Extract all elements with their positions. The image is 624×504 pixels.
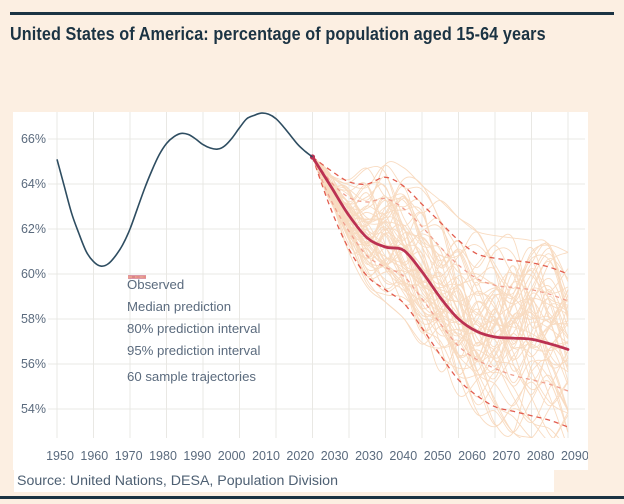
sample-trajectory [312,156,569,380]
y-tick-label: 62% [21,222,46,236]
y-tick-label: 64% [21,177,46,191]
y-tick-label: 58% [21,312,46,326]
legend-label: 95% prediction interval [127,342,261,358]
source-strip: Source: United Nations, DESA, Population… [14,470,554,492]
y-axis-labels: 66% 64% 62% 60% 58% 56% 54% [21,132,46,416]
legend-item-median-prediction: Median prediction [127,275,260,317]
x-tick-label: 2000 [218,449,246,463]
sample-trajectories [312,156,569,438]
population-projection-chart: 66% 64% 62% 60% 58% 56% 54% 1950 1960 1970 1980 199… [21,112,588,463]
x-axis-labels: 1950 1960 1970 1980 1990 2000 2010 2020 2030 2030… [46,449,588,463]
sample-trajectory [312,156,569,423]
source-caption: Source: United Nations, DESA, Population… [17,473,338,489]
sample-trajectory [312,156,569,318]
x-tick-label: 2050 [424,449,452,463]
median-prediction-line [311,155,570,351]
interval-80-lower-line [311,156,569,392]
x-tick-label: 2030 [321,449,349,463]
legend-item-observed: Observed [127,273,260,295]
legend-item-80-interval: 80% prediction interval [127,276,261,339]
x-tick-label: 2080 [527,449,555,463]
page-title: United States of America: percentage of … [10,24,546,44]
sample-trajectory [312,156,569,396]
x-tick-label: 2070 [492,449,520,463]
sample-trajectory [312,156,569,362]
x-tick-label: 2060 [458,449,486,463]
legend-label: Observed [127,276,185,292]
y-tick-label: 56% [21,357,46,371]
bottom-divider [0,496,624,499]
legend-item-sample-trajectories: 60 sample trajectories [127,276,260,387]
y-tick-label: 60% [21,267,46,281]
x-tick-label: 1960 [80,449,108,463]
interval-95-upper-line [312,156,569,275]
sample-trajectory [312,156,569,413]
sample-trajectory [312,156,546,438]
sample-trajectory [312,156,569,296]
legend-item-95-interval: 95% prediction interval [127,276,261,361]
y-tick-label: 54% [21,402,46,416]
x-tick-label: 2030 [355,449,383,463]
legend-label: 80% prediction interval [127,320,261,336]
chart-panel: 66% 64% 62% 60% 58% 56% 54% 1950 1960 1970 1980 199… [13,112,588,470]
interval-95-lower-line [311,156,569,428]
interval-80-upper-line [311,156,569,302]
x-tick-label: 1970 [115,449,143,463]
x-tick-label: 1950 [46,449,74,463]
legend-label: Median prediction [127,298,232,314]
sample-trajectory [312,156,569,363]
sample-trajectory [312,156,569,381]
sample-trajectory [312,156,569,349]
x-tick-label: 2090 [561,449,588,463]
trajectory-line-icon [128,276,146,278]
sample-trajectory [312,156,569,337]
x-tick-label: 2010 [252,449,280,463]
sample-trajectory [312,156,569,433]
sample-trajectory [312,156,569,322]
x-tick-label: 2040 [389,449,417,463]
sample-trajectory [312,156,569,373]
x-tick-label: 2020 [286,449,314,463]
legend-label: 60 sample trajectories [127,368,257,384]
sample-trajectory [312,156,569,376]
top-divider [10,12,614,15]
sample-trajectory [312,156,569,438]
y-tick-label: 66% [21,132,46,146]
chart-legend: Observed Median prediction 80% predictio… [127,273,260,387]
observed-line [56,112,313,267]
x-tick-label: 1990 [183,449,211,463]
x-tick-label: 1980 [149,449,177,463]
